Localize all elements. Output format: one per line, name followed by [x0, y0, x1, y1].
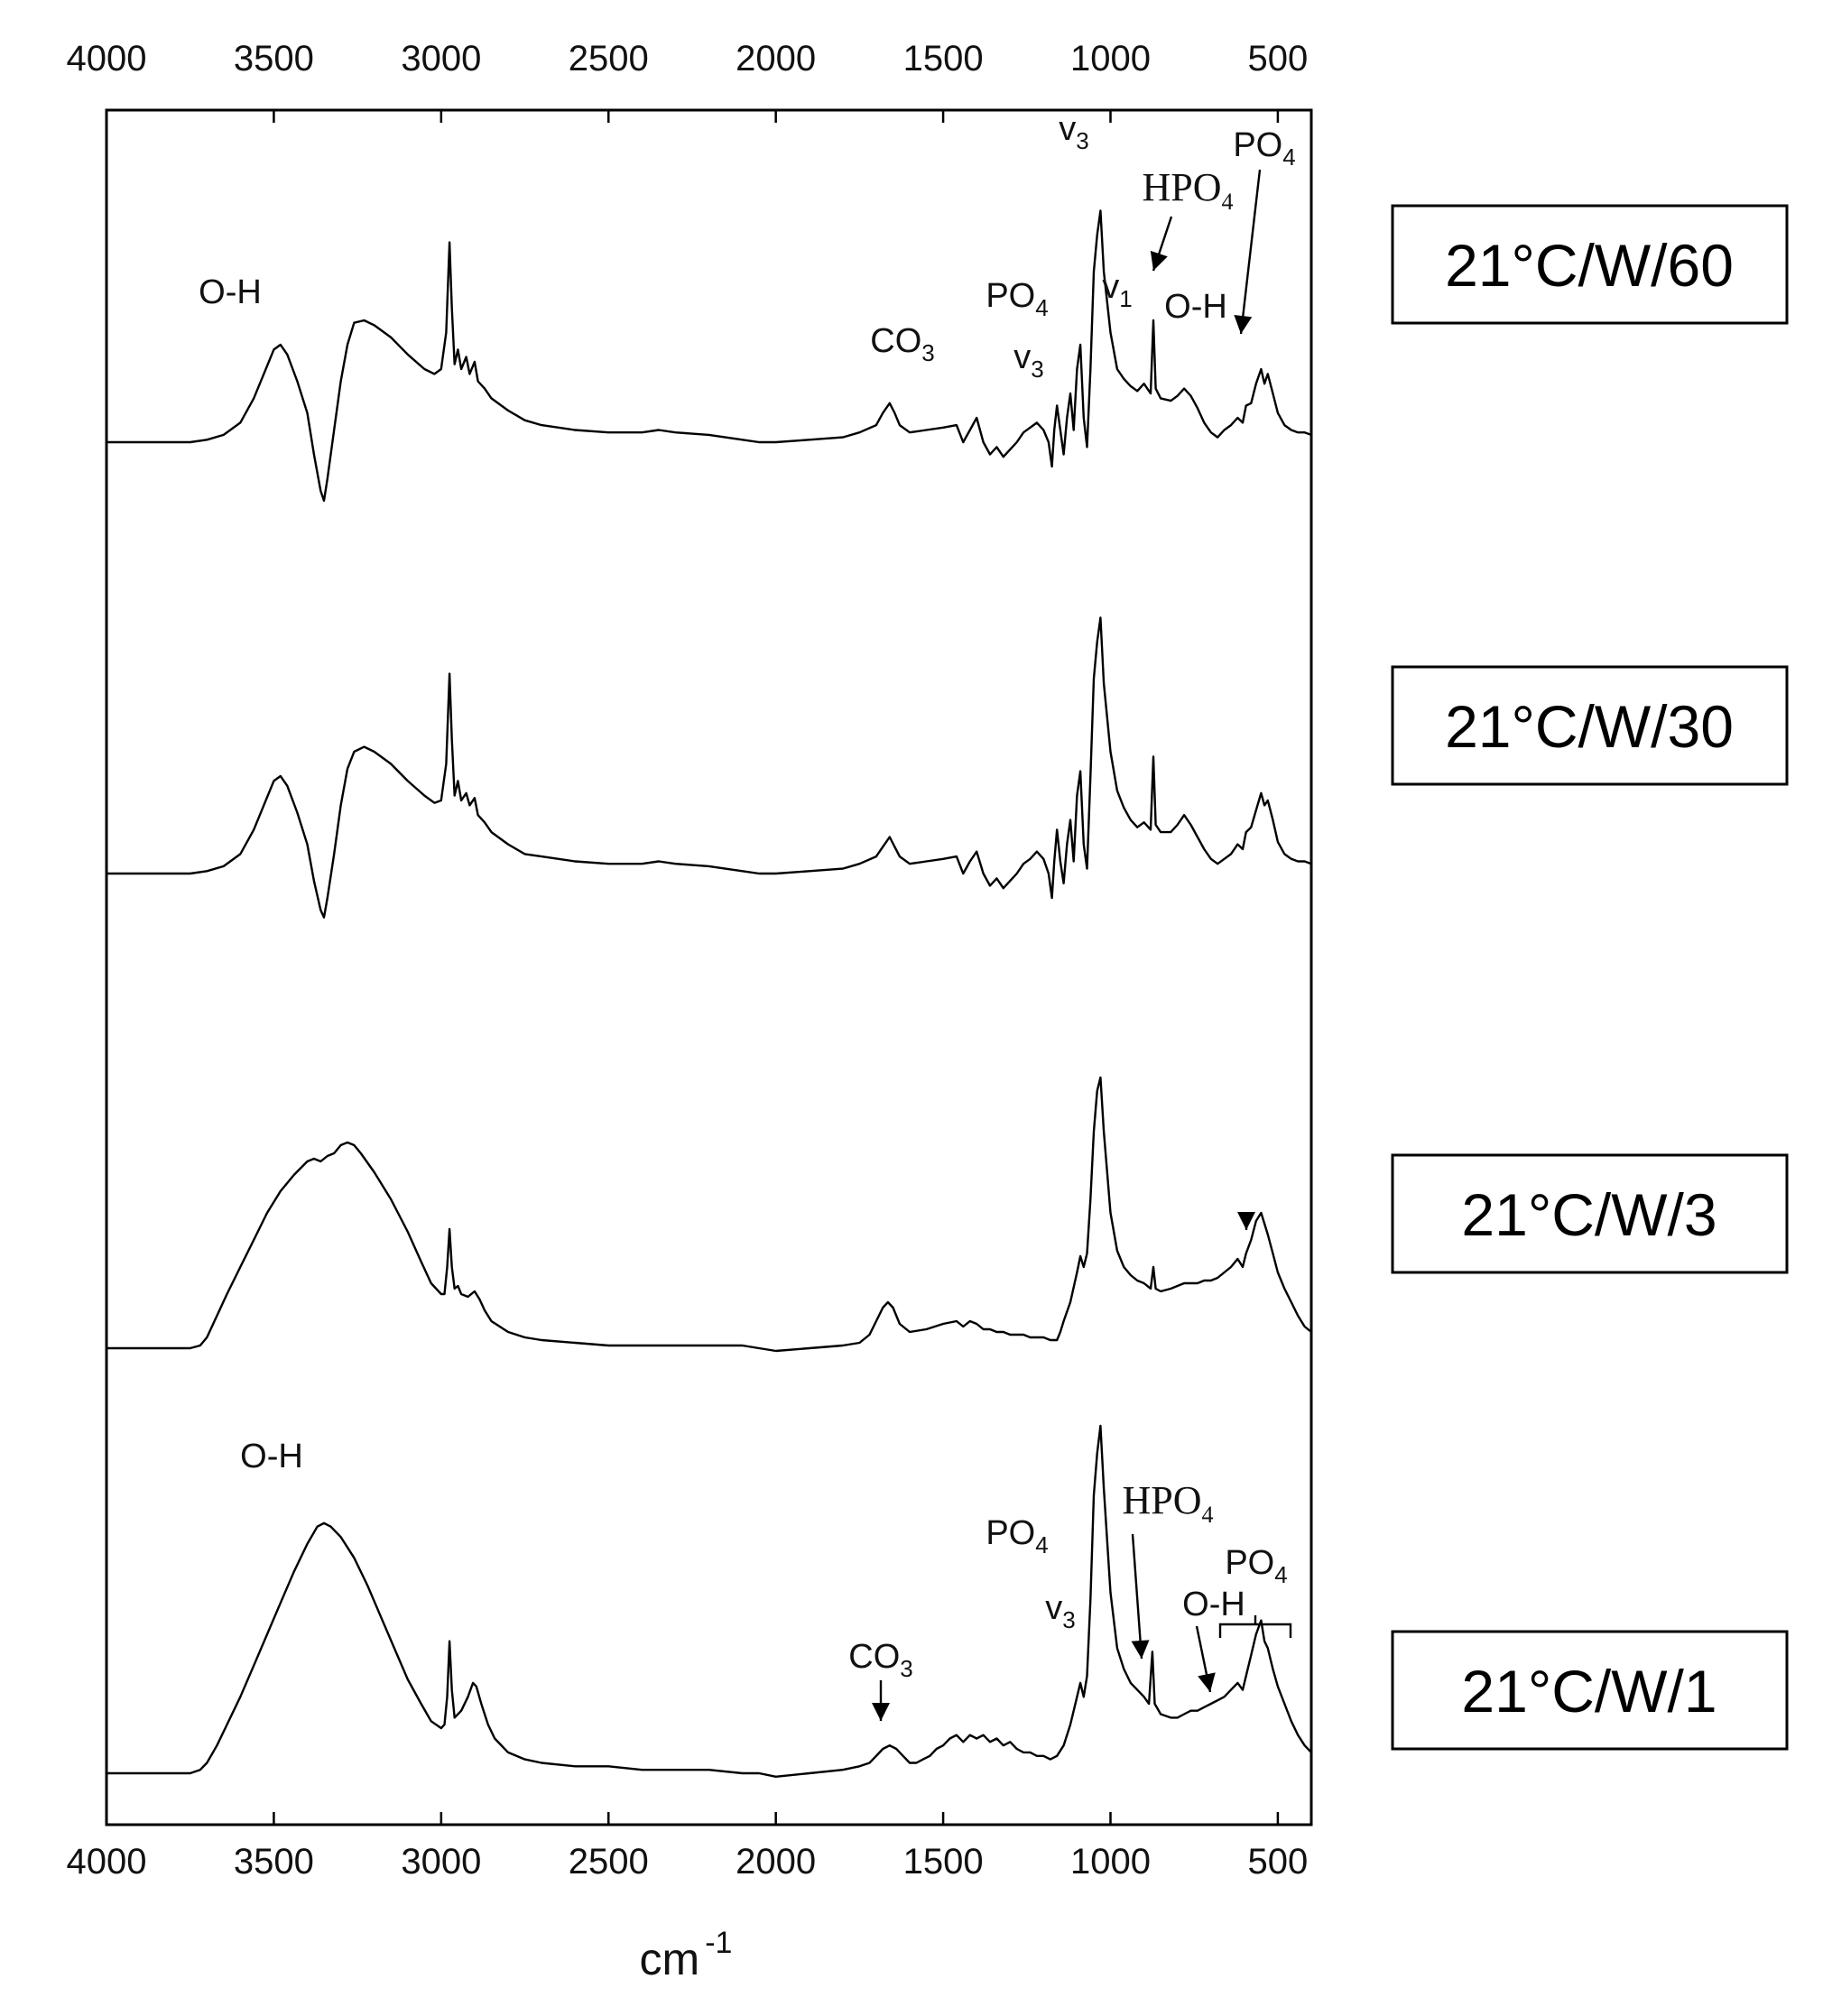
- peak-label: v3: [1059, 110, 1088, 154]
- peak-label: v3: [1045, 1589, 1075, 1633]
- peak-label-subscript: 4: [1274, 1561, 1287, 1588]
- legend-label: 21°C/W/3: [1461, 1181, 1717, 1248]
- peak-label-subscript: 3: [1031, 356, 1043, 383]
- spectrum-line: [106, 1076, 1312, 1353]
- peak-label-subscript: 3: [921, 339, 934, 366]
- peak-label-subscript: 4: [1222, 189, 1234, 215]
- peak-label-text: HPO: [1142, 165, 1221, 209]
- peak-label-subscript: 4: [1035, 1531, 1048, 1558]
- peak-label-subscript: 1: [1119, 285, 1132, 312]
- peak-arrow: [1234, 169, 1262, 335]
- peak-label-subscript: 4: [1202, 1502, 1214, 1528]
- bottom-tick-label: 2500: [569, 1842, 649, 1882]
- peak-label-text: O-H: [199, 273, 262, 311]
- spectrum-line: [106, 616, 1312, 919]
- legend-box: [1391, 204, 1789, 325]
- peak-label: PO4: [986, 277, 1048, 321]
- peak-label-text: PO: [1225, 1544, 1274, 1582]
- peak-label-text: HPO: [1122, 1478, 1201, 1522]
- peak-label: v3: [1013, 338, 1043, 383]
- legend-box: [1391, 665, 1789, 786]
- legend-box: [1391, 1153, 1789, 1274]
- plot-frame: [105, 108, 1313, 1826]
- top-tick-label: 2500: [569, 39, 649, 79]
- top-tick-label: 1500: [903, 39, 984, 79]
- legend-entry: 21°C/W/1: [1391, 1630, 1789, 1751]
- top-tick-label: 3000: [401, 39, 481, 79]
- peak-arrow: [872, 1680, 890, 1721]
- legend-label: 21°C/W/30: [1445, 693, 1734, 760]
- peak-label-text: O-H: [1164, 288, 1227, 326]
- peak-arrow: [1131, 1533, 1150, 1660]
- peak-label-subscript: 4: [1282, 143, 1295, 171]
- peak-label-text: O-H: [240, 1438, 303, 1475]
- legend: 21°C/W/60 21°C/W/30 21°C/W/3 21°C/W/1: [1391, 204, 1789, 1751]
- x-axis-title: cm -1: [640, 1926, 733, 1984]
- peak-label-text: v: [1102, 268, 1119, 306]
- peak-label-text: v: [1013, 338, 1031, 376]
- peak-label: HPO4: [1142, 165, 1233, 215]
- peak-label-text: O-H: [1182, 1586, 1245, 1623]
- peak-label: v1: [1102, 268, 1132, 312]
- top-tick-label: 3500: [234, 39, 314, 79]
- peak-label-subscript: 3: [1076, 127, 1088, 154]
- top-tick-label: 1000: [1070, 39, 1151, 79]
- peak-label: PO4: [1233, 126, 1295, 171]
- legend-entry: 21°C/W/3: [1391, 1153, 1789, 1274]
- legend-entry: 21°C/W/30: [1391, 665, 1789, 786]
- spectrum-line: [106, 1424, 1312, 1778]
- peak-label-subscript: 4: [1035, 294, 1048, 321]
- peak-arrow: [1195, 1625, 1216, 1693]
- po4-bracket: [1218, 1615, 1292, 1638]
- peak-label: PO4: [1225, 1544, 1287, 1588]
- bottom-tick-label: 4000: [67, 1842, 147, 1882]
- bottom-tick-label: 1000: [1070, 1842, 1151, 1882]
- peak-label-subscript: 3: [900, 1655, 912, 1682]
- bottom-tick-label: 3500: [234, 1842, 314, 1882]
- spectra-layer: [106, 209, 1312, 1778]
- peak-arrow: [1237, 1212, 1255, 1230]
- peak-label-subscript: 3: [1062, 1606, 1075, 1633]
- top-tick-label: 4000: [67, 39, 147, 79]
- peak-label: HPO4: [1122, 1478, 1213, 1528]
- peak-label-text: v: [1045, 1589, 1062, 1627]
- peak-label: O-H: [1182, 1586, 1245, 1623]
- bottom-tick-label: 3000: [401, 1842, 481, 1882]
- top-tick-label: 2000: [736, 39, 816, 79]
- peak-label: O-H: [199, 273, 262, 311]
- peak-label-text: PO: [986, 277, 1035, 315]
- legend-entry: 21°C/W/60: [1391, 204, 1789, 325]
- peak-label-text: CO: [848, 1638, 900, 1676]
- peak-label-text: v: [1059, 110, 1076, 148]
- top-tick-label: 500: [1248, 39, 1309, 79]
- peak-label-text: PO: [986, 1514, 1035, 1552]
- bottom-tick-label: 500: [1248, 1842, 1309, 1882]
- legend-label: 21°C/W/60: [1445, 232, 1734, 299]
- spectrum-line: [106, 209, 1312, 502]
- peak-label: O-H: [1164, 288, 1227, 326]
- peak-label: CO3: [870, 322, 934, 366]
- legend-box: [1391, 1630, 1789, 1751]
- peak-label: CO3: [848, 1638, 912, 1682]
- peak-label: O-H: [240, 1438, 303, 1475]
- legend-label: 21°C/W/1: [1461, 1658, 1717, 1725]
- bottom-tick-label: 2000: [736, 1842, 816, 1882]
- peak-label-text: CO: [870, 322, 921, 360]
- x-axis-title-unit: cm: [640, 1934, 700, 1984]
- peak-label: PO4: [986, 1514, 1048, 1558]
- bottom-tick-label: 1500: [903, 1842, 984, 1882]
- peak-arrows: [872, 169, 1292, 1721]
- peak-label-text: PO: [1233, 126, 1282, 164]
- peak-arrow: [1150, 216, 1173, 272]
- x-axis-title-exponent: -1: [705, 1926, 732, 1960]
- top-axis-ticks: 4000 3500 3000 2500 2000 1500 1000 500: [67, 39, 1309, 123]
- bottom-axis-ticks: 4000 3500 3000 2500 2000 1500 1000 500: [67, 1812, 1309, 1882]
